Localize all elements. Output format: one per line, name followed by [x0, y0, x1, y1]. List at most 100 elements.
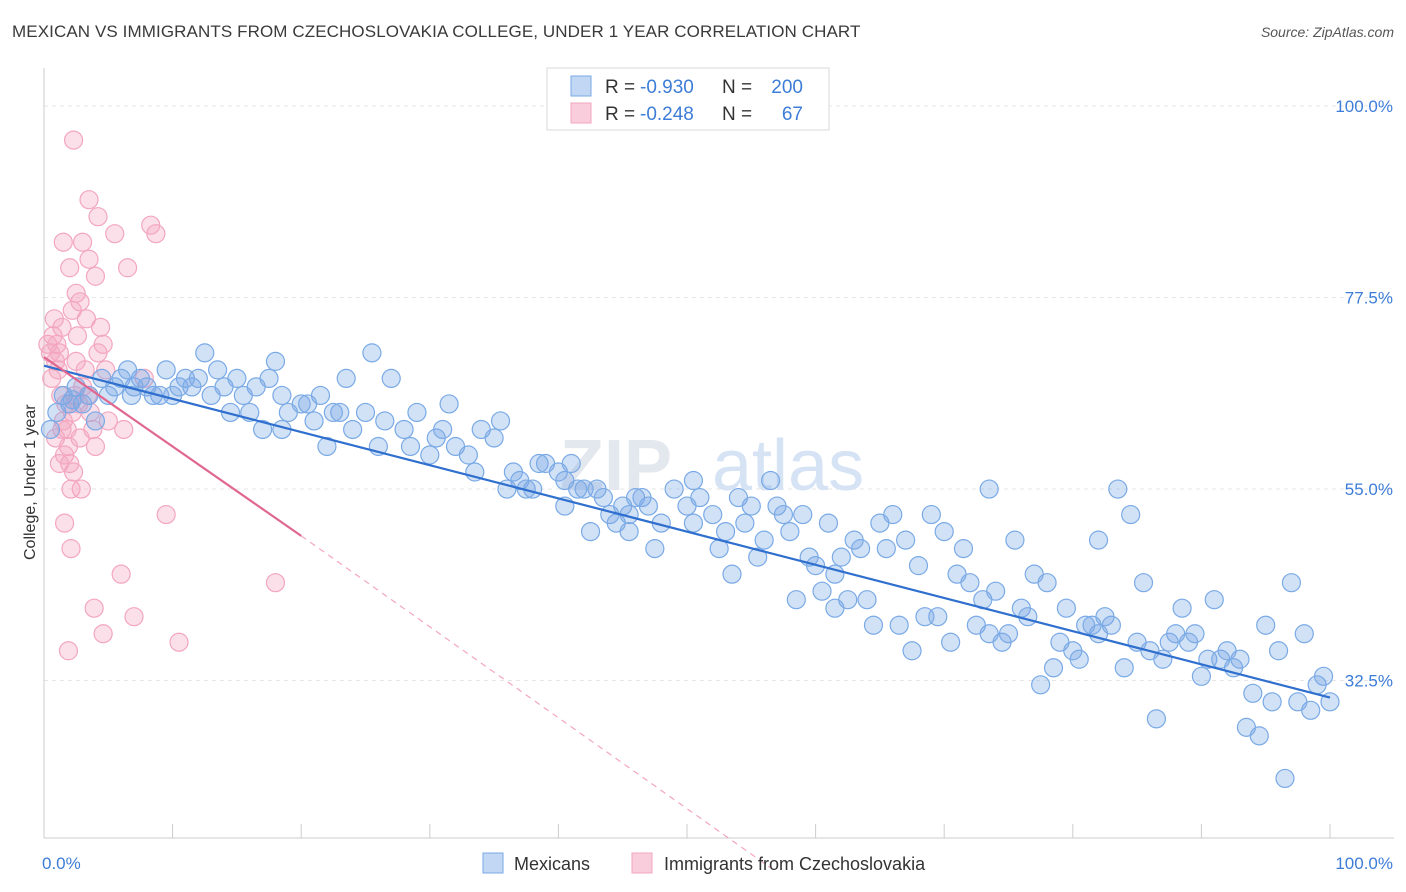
- scatter-point: [683, 470, 704, 491]
- scatter-point: [863, 615, 884, 635]
- scatter-point: [208, 360, 228, 380]
- scatter-point: [780, 521, 800, 542]
- scatter-point: [561, 453, 581, 474]
- bottom-legend-czech: Immigrants from Czechoslovakia: [664, 854, 926, 874]
- scatter-point: [72, 232, 93, 252]
- scatter-point: [63, 130, 84, 150]
- scatter-point: [60, 258, 80, 278]
- scatter-point: [1185, 624, 1205, 644]
- legend-n-label: N =: [722, 104, 752, 125]
- y-tick-label: 55.0%: [1345, 480, 1393, 499]
- legend-n-value: 200: [771, 77, 803, 98]
- scatter-point: [93, 334, 113, 354]
- x-tick-label: 0.0%: [42, 854, 81, 873]
- scatter-point: [986, 581, 1006, 601]
- scatter-point: [683, 513, 704, 533]
- scatter-point: [79, 249, 99, 269]
- scatter-point: [1088, 530, 1109, 550]
- scatter-point: [773, 504, 794, 525]
- scatter-point: [883, 504, 903, 525]
- scatter-point: [265, 573, 286, 593]
- scatter-point: [61, 539, 81, 559]
- scatter-point: [362, 343, 382, 363]
- scatter-point: [1159, 632, 1179, 652]
- scatter-point: [568, 479, 588, 499]
- scatter-point: [85, 411, 106, 431]
- scatter-point: [40, 419, 61, 440]
- bottom-legend-mexicans: Mexicans: [514, 854, 590, 874]
- scatter-point: [71, 479, 91, 499]
- scatter-point: [52, 317, 72, 337]
- scatter-point: [85, 266, 106, 286]
- source-label: Source: ZipAtlas.com: [1260, 24, 1394, 40]
- scatter-point: [111, 564, 131, 584]
- scatter-point: [1114, 658, 1134, 678]
- legend-swatch-mexicans: [570, 75, 592, 97]
- scatter-point: [851, 539, 871, 559]
- scatter-point: [169, 632, 189, 652]
- scatter-point: [400, 436, 421, 457]
- trend-lines: [43, 356, 1331, 869]
- scatter-point: [49, 343, 70, 363]
- scatter-point: [786, 590, 806, 610]
- scatter-point: [355, 402, 376, 423]
- y-tick-labels: 32.5% 55.0% 77.5% 100.0%: [1335, 97, 1393, 691]
- scatter-point: [58, 641, 79, 661]
- scatter-point: [93, 624, 113, 644]
- scatter-point: [1191, 666, 1212, 686]
- scatter-point: [195, 343, 215, 363]
- scatter-point: [1005, 530, 1025, 550]
- scatter-point: [896, 530, 916, 550]
- scatter-point: [1133, 573, 1154, 593]
- trend-line-mexicans: [43, 364, 1331, 699]
- scatter-point: [1056, 598, 1076, 618]
- scatter-point: [253, 419, 273, 440]
- scatter-point: [1146, 709, 1166, 729]
- scatter-point: [114, 419, 134, 440]
- legend-n-value: 67: [782, 104, 803, 125]
- scatter-point: [1204, 590, 1224, 610]
- scatter-point: [246, 377, 266, 397]
- scatter-point: [375, 411, 395, 431]
- scatter-point: [1256, 615, 1276, 635]
- trend-line-czech: [43, 356, 302, 537]
- scatter-point: [1275, 768, 1295, 789]
- watermark: ZIP atlas: [560, 426, 864, 506]
- scatter-point: [53, 232, 73, 252]
- scatter-point: [741, 496, 761, 516]
- scatter-point: [407, 402, 427, 423]
- scatter-point: [336, 368, 356, 388]
- y-tick-label: 100.0%: [1335, 97, 1393, 116]
- legend-n-label: N =: [722, 77, 752, 98]
- scatter-point: [1037, 573, 1057, 593]
- scatter-point: [838, 590, 858, 610]
- scatter-point: [182, 377, 202, 397]
- bottom-legend-swatch-czech: [631, 852, 653, 874]
- y-tick-label: 32.5%: [1345, 672, 1393, 691]
- scatter-point: [79, 190, 99, 210]
- scatter-point: [1243, 683, 1263, 703]
- scatter-point: [156, 360, 176, 380]
- trend-line-czech-extension: [300, 535, 771, 869]
- scatter-point: [1031, 675, 1051, 695]
- scatter-point: [857, 590, 877, 610]
- legend-r-label: R =: [605, 104, 635, 125]
- scatter-point: [1095, 607, 1115, 627]
- scatter-point: [941, 632, 961, 652]
- scatter-point: [121, 385, 142, 406]
- scatter-point: [265, 351, 286, 371]
- scatter-point: [394, 419, 414, 440]
- scatter-point: [156, 504, 176, 525]
- scatter-point: [703, 504, 723, 525]
- watermark-zip: ZIP: [560, 426, 672, 506]
- mexican-points: [40, 343, 1340, 789]
- scatter-point: [272, 385, 292, 406]
- scatter-point: [715, 521, 736, 542]
- scatter-point: [690, 487, 710, 508]
- scatter-point: [1249, 726, 1269, 746]
- scatter-point: [1313, 666, 1334, 686]
- scatter-point: [754, 530, 774, 550]
- scatter-point: [831, 547, 851, 567]
- scatter-point: [529, 453, 549, 474]
- scatter-point: [117, 258, 138, 278]
